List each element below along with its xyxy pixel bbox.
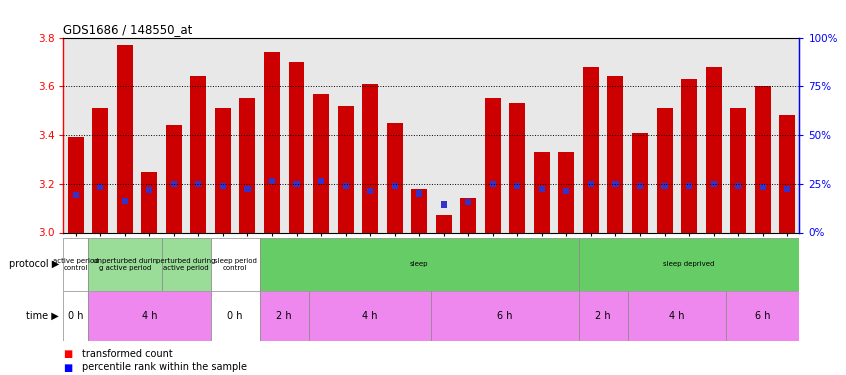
Text: 6 h: 6 h	[497, 311, 513, 321]
Bar	[558, 152, 574, 232]
Bar	[730, 108, 746, 232]
Text: 4 h: 4 h	[141, 311, 157, 321]
Bar	[686, 183, 692, 189]
Text: 0 h: 0 h	[68, 311, 84, 321]
Bar	[63, 291, 88, 341]
Bar	[579, 291, 628, 341]
Bar	[63, 238, 88, 291]
Text: 2 h: 2 h	[277, 311, 292, 321]
Bar	[637, 183, 643, 189]
Text: sleep deprived: sleep deprived	[663, 261, 715, 267]
Bar	[784, 186, 790, 192]
Bar	[269, 178, 275, 184]
Bar	[239, 99, 255, 232]
Bar	[735, 183, 741, 189]
Bar	[211, 238, 260, 291]
Text: 4 h: 4 h	[669, 311, 684, 321]
Bar	[195, 181, 201, 187]
Bar	[92, 108, 108, 232]
Bar	[711, 181, 717, 187]
Bar	[628, 291, 726, 341]
Text: transformed count: transformed count	[82, 350, 173, 359]
Text: percentile rank within the sample: percentile rank within the sample	[82, 363, 247, 372]
Bar	[260, 238, 579, 291]
Bar	[681, 79, 697, 232]
Bar	[441, 201, 447, 207]
Bar	[117, 45, 133, 232]
Bar	[122, 198, 128, 204]
Bar	[68, 137, 84, 232]
Bar	[244, 186, 250, 192]
Bar	[288, 62, 305, 232]
Bar	[706, 67, 722, 232]
Text: unperturbed durin
g active period: unperturbed durin g active period	[93, 258, 157, 271]
Bar	[260, 291, 309, 341]
Bar	[779, 116, 795, 232]
Bar	[436, 215, 452, 232]
Bar	[162, 238, 211, 291]
Bar	[431, 291, 579, 341]
Text: sleep: sleep	[410, 261, 428, 267]
Bar	[411, 189, 427, 232]
Bar	[171, 181, 177, 187]
Bar	[632, 132, 648, 232]
Bar	[264, 52, 280, 232]
Bar	[607, 76, 624, 232]
Bar	[485, 99, 501, 232]
Text: 0 h: 0 h	[228, 311, 243, 321]
Text: perturbed during
active period: perturbed during active period	[157, 258, 216, 271]
Text: ■: ■	[63, 363, 73, 372]
Bar	[166, 125, 182, 232]
Bar	[583, 67, 599, 232]
Bar	[490, 181, 496, 187]
Bar	[656, 108, 673, 232]
Bar	[534, 152, 550, 232]
Text: time ▶: time ▶	[26, 311, 59, 321]
Bar	[343, 183, 349, 189]
Bar	[755, 86, 771, 232]
Bar	[465, 199, 471, 205]
Text: active period
control: active period control	[53, 258, 98, 271]
Bar	[514, 183, 520, 189]
Bar	[563, 188, 569, 194]
Bar	[309, 291, 431, 341]
Bar	[579, 238, 799, 291]
Text: sleep period
control: sleep period control	[214, 258, 256, 271]
Bar	[760, 184, 766, 190]
Bar	[146, 187, 152, 193]
Text: 4 h: 4 h	[362, 311, 378, 321]
Bar	[211, 291, 260, 341]
Bar	[460, 198, 476, 232]
Text: GDS1686 / 148550_at: GDS1686 / 148550_at	[63, 23, 193, 36]
Bar	[190, 76, 206, 232]
Bar	[387, 123, 403, 232]
Bar	[367, 188, 373, 194]
Bar	[416, 190, 422, 196]
Text: ■: ■	[63, 350, 73, 359]
Bar	[588, 181, 594, 187]
Bar	[215, 108, 231, 232]
Bar	[318, 178, 324, 184]
Bar	[539, 186, 545, 192]
Bar	[73, 192, 79, 198]
Bar	[338, 106, 354, 232]
Bar	[726, 291, 799, 341]
Bar	[88, 291, 211, 341]
Bar	[294, 181, 299, 187]
Bar	[362, 84, 378, 232]
Text: protocol ▶: protocol ▶	[9, 260, 59, 269]
Bar	[662, 183, 667, 189]
Bar	[313, 94, 329, 232]
Text: 2 h: 2 h	[596, 311, 611, 321]
Bar	[613, 181, 618, 187]
Bar	[141, 172, 157, 232]
Bar	[97, 184, 103, 190]
Bar	[220, 183, 226, 189]
Bar	[509, 104, 525, 232]
Bar	[392, 183, 398, 189]
Text: 6 h: 6 h	[755, 311, 771, 321]
Bar	[88, 238, 162, 291]
